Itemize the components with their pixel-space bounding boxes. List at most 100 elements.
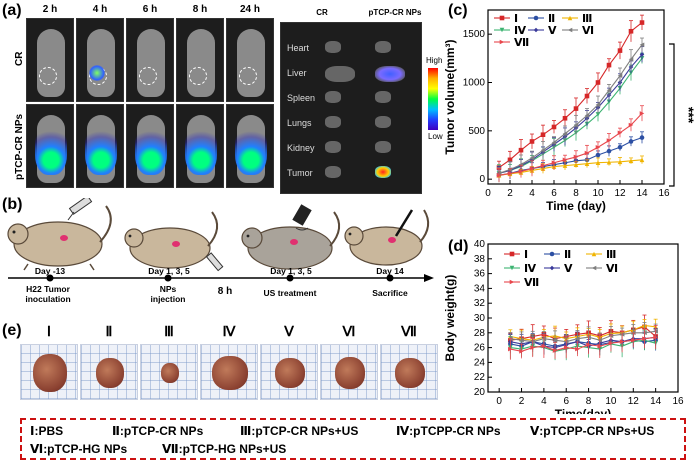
data-point [551, 160, 557, 166]
tumor-volume-chart: 0 2 4 6 8 10 12 14 16 0 500 1000 1500 Time (day) Tumor… [443, 9, 697, 213]
data-point [639, 42, 645, 48]
organ-tissue [325, 41, 341, 53]
y-tick-label: 1500 [463, 29, 486, 40]
excised-tumor [161, 363, 179, 383]
tumor-circle-marker [39, 67, 57, 85]
in-vivo-image-cr [176, 18, 224, 102]
timeline-8h: 8 h [217, 286, 233, 297]
mouse-silhouette [37, 29, 65, 97]
fluorescence-signal [85, 125, 117, 175]
data-point [628, 57, 634, 62]
data-point [606, 138, 612, 143]
tumor-photo [80, 344, 138, 400]
series-line [498, 44, 643, 174]
data-point [628, 158, 634, 164]
data-point [591, 265, 597, 271]
scalpel-icon [394, 209, 414, 237]
data-point [551, 124, 557, 130]
data-point [617, 48, 623, 53]
data-point [519, 337, 524, 343]
panel-d-label: (d) [448, 238, 469, 255]
organ-tissue [325, 141, 341, 153]
y-tick-label: 40 [474, 239, 486, 250]
legend-label: Ⅰ [514, 13, 518, 25]
excised-tumor [335, 357, 365, 389]
data-point [540, 147, 546, 153]
excised-tumor [395, 358, 425, 388]
fluorescence-signal [35, 125, 67, 175]
y-tick-label: 34 [474, 283, 486, 294]
row-label-cr: CR [14, 51, 25, 66]
tumor-group-label: Ⅳ [222, 325, 236, 340]
tumor-photo [320, 344, 378, 400]
data-point [540, 132, 546, 137]
legend-label: Ⅱ [548, 13, 555, 25]
data-point [639, 157, 645, 163]
data-point [509, 251, 515, 257]
data-point [608, 340, 614, 346]
data-point [567, 27, 573, 33]
y-tick-label: 22 [474, 372, 486, 383]
data-point [606, 148, 612, 154]
mouse-silhouette [187, 29, 215, 97]
in-vivo-image-ptcp [226, 104, 274, 188]
mouse-silhouette [137, 29, 165, 97]
legend-label: Ⅳ [514, 25, 527, 37]
tumor-circle-marker [139, 67, 157, 85]
in-vivo-image-cr [126, 18, 174, 102]
data-point [518, 169, 524, 174]
y-tick-label: 28 [474, 328, 486, 339]
data-point [584, 93, 590, 99]
data-point [499, 27, 505, 33]
colorbar-high-label: High [426, 56, 443, 65]
treatment-schedule [7, 198, 434, 282]
organ-tissue [375, 91, 391, 103]
significance-stars: *** [681, 107, 697, 124]
tumor-group-label: Ⅵ [342, 325, 356, 340]
organ-tissue [375, 166, 391, 178]
data-point [642, 336, 647, 342]
organ-label: Spleen [287, 93, 316, 103]
data-point [562, 131, 568, 137]
data-point [533, 27, 539, 33]
y-tick-label: 36 [474, 269, 486, 280]
y-tick-label: 24 [474, 357, 486, 368]
ultrasound-probe-icon [292, 204, 312, 231]
timeline-dot [286, 274, 294, 282]
organ-tissue [375, 141, 391, 153]
time-label: 2 h [42, 4, 58, 15]
tumor-photo [20, 344, 78, 400]
data-point [628, 139, 634, 144]
row-label-ptcp: pTCP-CR NPs [14, 113, 25, 180]
mouse-illustration-3 [241, 211, 341, 270]
series-1 [496, 14, 645, 174]
series-line [498, 159, 643, 176]
fluorescence-signal [89, 65, 105, 81]
tumor-circle-marker [189, 67, 207, 85]
x-tick-label: 14 [636, 188, 648, 199]
x-tick-label: 10 [605, 396, 617, 407]
organ-label: Lungs [287, 118, 312, 128]
data-point [584, 150, 590, 156]
x-tick-label: 10 [592, 188, 604, 199]
data-point [541, 343, 547, 349]
data-point [549, 251, 555, 257]
organ-tissue [325, 166, 341, 178]
data-point [567, 15, 573, 21]
significance-bracket [669, 43, 675, 187]
timeline-day-1: Day -13 [34, 266, 66, 276]
data-point [540, 163, 546, 168]
tumor-group-label: Ⅴ [284, 325, 294, 340]
data-point [529, 166, 535, 171]
legend-label: Ⅵ [606, 263, 618, 275]
data-point [595, 160, 601, 166]
x-tick-label: 14 [650, 396, 662, 407]
x-axis-label: Time(day) [555, 407, 611, 414]
colorbar [428, 68, 438, 130]
data-point [509, 279, 515, 285]
data-point [617, 130, 623, 136]
data-point [575, 346, 580, 352]
y-tick-label: 0 [479, 174, 485, 185]
legend-label: Ⅴ [564, 263, 573, 275]
timeline-desc-2: NPs injection [150, 284, 186, 304]
